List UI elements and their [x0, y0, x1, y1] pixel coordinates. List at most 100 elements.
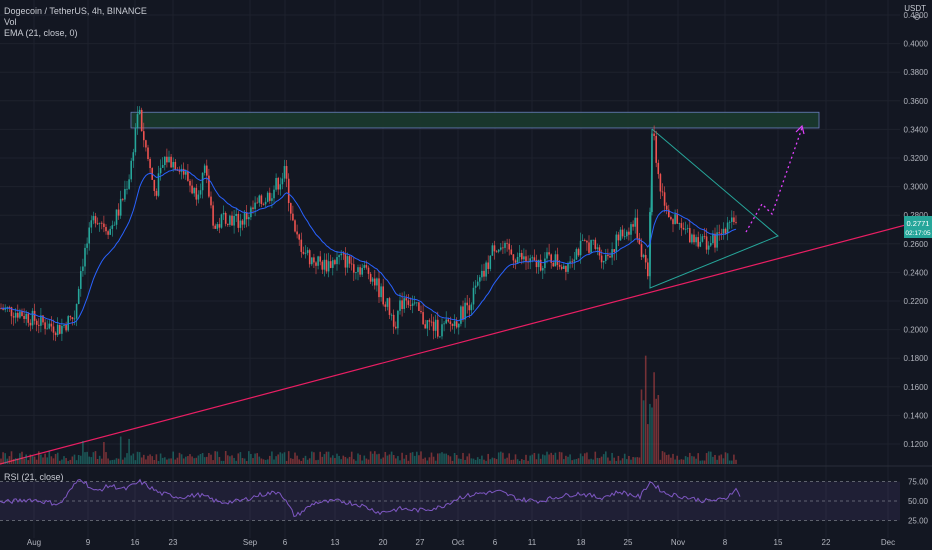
volume-bar — [191, 456, 193, 464]
volume-bar — [390, 451, 393, 464]
volume-bar — [556, 459, 559, 464]
volume-bar — [63, 456, 65, 464]
candle-body — [413, 302, 416, 304]
volume-bar — [634, 457, 636, 464]
candle-body — [117, 209, 120, 216]
volume-bar — [101, 458, 103, 464]
volume-bar — [434, 460, 437, 464]
candle-body — [63, 324, 65, 326]
candle-body — [195, 187, 198, 200]
volume-bar — [472, 458, 475, 464]
volume-bar — [437, 453, 439, 464]
candle-body — [174, 161, 177, 170]
volume-bar — [84, 452, 86, 464]
candle-body — [208, 175, 210, 197]
candle-body — [298, 234, 300, 240]
candle-body — [145, 140, 147, 148]
candle-body — [508, 243, 510, 250]
axis-settings-icon[interactable] — [914, 14, 920, 20]
volume-bar — [75, 460, 78, 464]
volume-bar — [542, 454, 544, 464]
rsi-axis-label: 25.00 — [908, 516, 929, 525]
volume-bar — [659, 459, 662, 464]
symbol-title[interactable]: Dogecoin / TetherUS, 4h, BINANCE — [4, 6, 147, 16]
candle-body — [31, 310, 34, 326]
ema-indicator-label[interactable]: EMA (21, close, 0) — [4, 28, 78, 38]
candle-body — [115, 209, 118, 225]
candle-body — [111, 225, 114, 229]
candle-body — [122, 198, 124, 200]
volume-bar — [166, 459, 168, 464]
candle-body — [187, 171, 189, 181]
volume-bar — [86, 451, 88, 464]
volume-bar — [17, 458, 19, 464]
candle-body — [724, 228, 727, 234]
volume-bar — [399, 460, 401, 464]
volume-bar — [10, 451, 13, 464]
candle-body — [613, 249, 615, 252]
volume-bar — [728, 460, 731, 464]
candle-body — [88, 227, 90, 244]
candle-body — [23, 315, 25, 319]
candle-body — [220, 214, 223, 228]
volume-bar — [67, 460, 69, 464]
volume-bar — [4, 453, 6, 464]
candle-body — [434, 319, 437, 331]
candle-body — [319, 256, 321, 262]
candle-body — [733, 217, 735, 223]
candle-body — [306, 250, 309, 253]
volume-bar — [281, 453, 284, 464]
volume-bar — [455, 455, 458, 464]
volume-bar — [493, 458, 496, 464]
candle-body — [82, 266, 84, 272]
volume-bar — [640, 389, 643, 464]
price-axis-label: 0.1800 — [904, 354, 929, 363]
volume-bar — [168, 458, 170, 464]
candle-body — [197, 194, 200, 200]
volume-bar — [636, 457, 639, 464]
candle-body — [619, 229, 622, 241]
volume-bar — [609, 460, 611, 464]
candle-body — [315, 262, 317, 266]
volume-bar — [485, 460, 487, 464]
volume-indicator-label[interactable]: Vol — [4, 17, 17, 27]
time-axis-label: Dec — [881, 538, 895, 547]
candle-body — [672, 219, 674, 225]
volume-bar — [575, 458, 578, 464]
candle-body — [558, 264, 561, 267]
volume-bar — [426, 460, 429, 464]
rsi-indicator-label[interactable]: RSI (21, close) — [4, 472, 64, 482]
candle-body — [691, 234, 693, 243]
volume-bar — [206, 456, 208, 464]
candle-body — [453, 321, 456, 326]
volume-bar — [424, 457, 426, 464]
volume-bar — [548, 454, 550, 464]
candle-body — [193, 187, 195, 194]
candle-body — [248, 217, 250, 220]
volume-bar — [380, 458, 382, 464]
volume-bar — [462, 452, 464, 464]
candle-body — [346, 256, 349, 268]
candle-body — [388, 298, 391, 315]
volume-bar — [563, 459, 565, 464]
volume-bar — [189, 454, 191, 464]
volume-bar — [35, 459, 38, 464]
volume-bar — [395, 458, 397, 464]
candle-body — [342, 253, 345, 255]
candle-body — [661, 191, 664, 193]
volume-bar — [12, 459, 15, 464]
candle-body — [48, 323, 51, 329]
candle-body — [569, 261, 571, 264]
candle-body — [12, 316, 15, 318]
volume-bar — [48, 451, 51, 464]
volume-bar — [27, 460, 30, 464]
volume-bar — [586, 452, 588, 464]
candle-body — [401, 300, 403, 309]
volume-bar — [554, 452, 557, 464]
volume-bar — [453, 452, 456, 464]
volume-bar — [693, 456, 695, 464]
volume-bar — [117, 458, 120, 464]
volume-bar — [59, 460, 61, 464]
candle-body — [674, 214, 676, 225]
